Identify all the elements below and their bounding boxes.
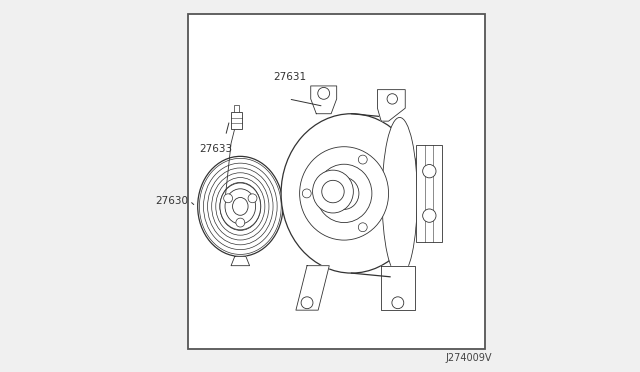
Circle shape <box>358 223 367 232</box>
Ellipse shape <box>232 198 248 215</box>
Ellipse shape <box>220 183 260 230</box>
Bar <box>234 105 239 112</box>
Text: 27633: 27633 <box>200 144 233 154</box>
Polygon shape <box>311 86 337 114</box>
Polygon shape <box>378 90 405 121</box>
Ellipse shape <box>281 114 422 273</box>
Text: 27630: 27630 <box>155 196 188 206</box>
Circle shape <box>358 155 367 164</box>
Ellipse shape <box>312 170 353 213</box>
Ellipse shape <box>198 156 283 256</box>
Polygon shape <box>296 266 329 310</box>
Ellipse shape <box>225 189 255 224</box>
Polygon shape <box>381 266 415 310</box>
Circle shape <box>387 94 397 104</box>
Circle shape <box>392 297 404 309</box>
Text: J274009V: J274009V <box>446 353 492 363</box>
Text: 27631: 27631 <box>274 72 307 82</box>
Ellipse shape <box>329 177 359 209</box>
Polygon shape <box>231 256 250 266</box>
Circle shape <box>318 87 330 99</box>
Circle shape <box>301 297 313 309</box>
Ellipse shape <box>382 118 417 277</box>
Circle shape <box>422 164 436 178</box>
Bar <box>417 145 442 241</box>
Circle shape <box>223 194 232 203</box>
Circle shape <box>302 189 311 198</box>
Circle shape <box>248 194 257 203</box>
Circle shape <box>236 218 244 227</box>
Ellipse shape <box>322 180 344 203</box>
Ellipse shape <box>316 164 372 222</box>
Bar <box>232 112 242 129</box>
Bar <box>188 14 485 349</box>
Ellipse shape <box>300 147 388 240</box>
Circle shape <box>422 209 436 222</box>
